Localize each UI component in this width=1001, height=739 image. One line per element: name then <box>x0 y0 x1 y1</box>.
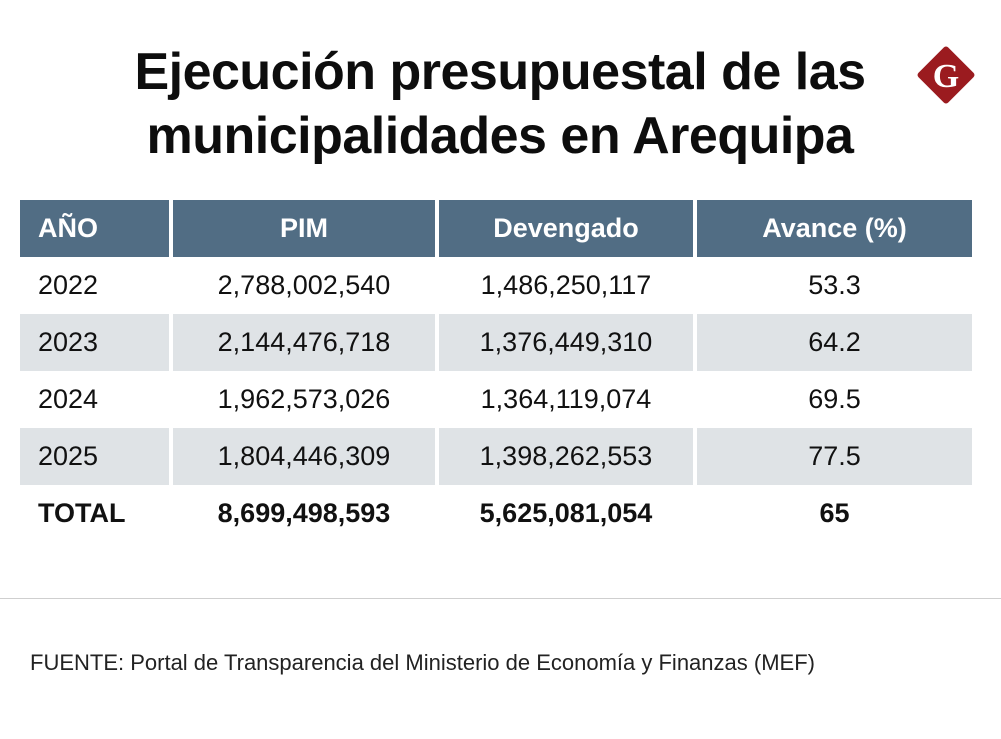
total-row: TOTAL 8,699,498,593 5,625,081,054 65 <box>20 485 972 542</box>
divider <box>0 598 1001 599</box>
table-header-row: AÑO PIM Devengado Avance (%) <box>20 200 972 257</box>
column-header: Avance (%) <box>697 200 972 257</box>
table-cell: 1,364,119,074 <box>480 384 652 414</box>
table-cell: 65 <box>819 498 850 528</box>
table-cell: 2022 <box>38 270 99 300</box>
column-header: AÑO <box>20 200 169 257</box>
page-title: Ejecución presupuestal de las municipali… <box>134 43 866 165</box>
table-cell: 8,699,498,593 <box>217 498 391 528</box>
table-cell: 1,962,573,026 <box>217 384 391 414</box>
table-cell: 69.5 <box>808 384 861 414</box>
table-row: 2022 2,788,002,540 1,486,250,117 53.3 <box>20 257 972 314</box>
table-cell: 1,804,446,309 <box>173 428 435 485</box>
table-cell: 2,144,476,718 <box>173 314 435 371</box>
budget-table: AÑO PIM Devengado Avance (%) 2022 2,788,0… <box>16 200 976 542</box>
table-cell: 1,398,262,553 <box>439 428 693 485</box>
table-cell: 77.5 <box>697 428 972 485</box>
table-cell: 1,486,250,117 <box>480 270 652 300</box>
table-cell: 53.3 <box>808 270 861 300</box>
svg-text:G: G <box>933 58 959 95</box>
table-cell: 2,788,002,540 <box>217 270 391 300</box>
table-row: 2024 1,962,573,026 1,364,119,074 69.5 <box>20 371 972 428</box>
table-row: 2025 1,804,446,309 1,398,262,553 77.5 <box>20 428 972 485</box>
table-row: 2023 2,144,476,718 1,376,449,310 64.2 <box>20 314 972 371</box>
table-cell: 2023 <box>20 314 169 371</box>
table-cell: 1,376,449,310 <box>439 314 693 371</box>
table-cell: TOTAL <box>38 498 126 528</box>
table-cell: 5,625,081,054 <box>479 498 653 528</box>
column-header: Devengado <box>439 200 693 257</box>
table-cell: 2025 <box>20 428 169 485</box>
table-cell: 2024 <box>38 384 99 414</box>
column-header: PIM <box>173 200 435 257</box>
table-cell: 64.2 <box>697 314 972 371</box>
logo-g-icon: G <box>917 46 975 104</box>
source-note: FUENTE: Portal de Transparencia del Mini… <box>30 650 815 675</box>
